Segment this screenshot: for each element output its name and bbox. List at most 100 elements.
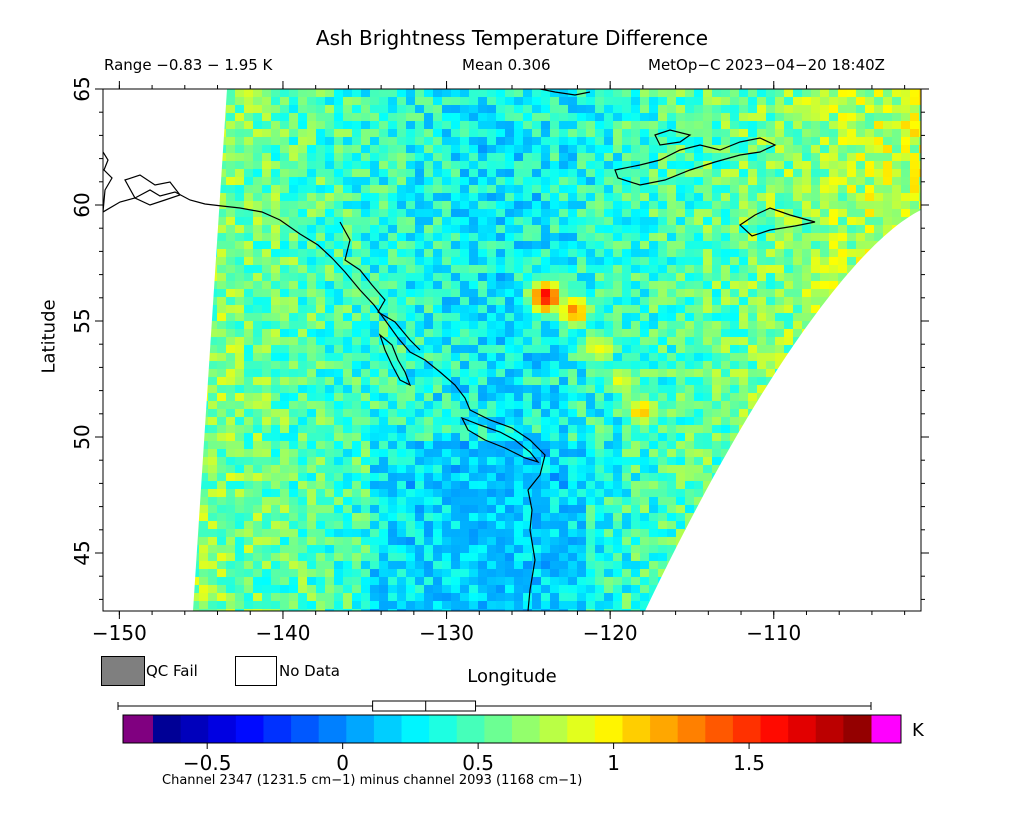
- heatmap-cell: [379, 89, 388, 97]
- heatmap-cell: [865, 481, 874, 489]
- heatmap-cell: [550, 297, 559, 305]
- heatmap-cell: [379, 153, 388, 161]
- heatmap-cell: [667, 393, 676, 401]
- heatmap-cell: [883, 153, 892, 161]
- heatmap-cell: [766, 465, 775, 473]
- heatmap-cell: [901, 521, 910, 529]
- heatmap-cell: [622, 169, 631, 177]
- heatmap-cell: [622, 329, 631, 337]
- heatmap-cell: [793, 233, 802, 241]
- heatmap-cell: [811, 321, 820, 329]
- heatmap-cell: [424, 137, 433, 145]
- heatmap-cell: [559, 353, 568, 361]
- heatmap-cell: [208, 417, 217, 425]
- heatmap-cell: [577, 329, 586, 337]
- heatmap-cell: [811, 497, 820, 505]
- heatmap-cell: [469, 161, 478, 169]
- heatmap-cell: [253, 185, 262, 193]
- heatmap-cell: [208, 185, 217, 193]
- heatmap-cell: [307, 209, 316, 217]
- heatmap-cell: [505, 113, 514, 121]
- heatmap-cell: [307, 417, 316, 425]
- heatmap-cell: [226, 481, 235, 489]
- heatmap-cell: [352, 313, 361, 321]
- heatmap-cell: [316, 193, 325, 201]
- heatmap-cell: [235, 265, 244, 273]
- heatmap-cell: [838, 521, 847, 529]
- heatmap-cell: [415, 113, 424, 121]
- heatmap-cell: [595, 233, 604, 241]
- heatmap-cell: [271, 369, 280, 377]
- heatmap-cell: [775, 201, 784, 209]
- heatmap-cell: [910, 441, 919, 449]
- heatmap-cell: [613, 305, 622, 313]
- no-data-swatch: [235, 656, 277, 686]
- heatmap-cell: [514, 113, 523, 121]
- heatmap-cell: [370, 209, 379, 217]
- heatmap-cell: [757, 489, 766, 497]
- heatmap-cell: [667, 481, 676, 489]
- heatmap-cell: [838, 121, 847, 129]
- heatmap-cell: [586, 329, 595, 337]
- heatmap-cell: [424, 209, 433, 217]
- heatmap-cell: [586, 321, 595, 329]
- heatmap-cell: [451, 257, 460, 265]
- heatmap-cell: [271, 121, 280, 129]
- heatmap-cell: [712, 497, 721, 505]
- heatmap-cell: [820, 145, 829, 153]
- heatmap-cell: [379, 473, 388, 481]
- heatmap-cell: [208, 537, 217, 545]
- heatmap-cell: [919, 193, 921, 201]
- heatmap-cell: [748, 97, 757, 105]
- heatmap-cell: [451, 361, 460, 369]
- heatmap-cell: [649, 329, 658, 337]
- heatmap-cell: [919, 265, 921, 273]
- heatmap-cell: [703, 169, 712, 177]
- heatmap-cell: [550, 273, 559, 281]
- heatmap-cell: [811, 249, 820, 257]
- heatmap-cell: [793, 497, 802, 505]
- heatmap-cell: [406, 473, 415, 481]
- heatmap-cell: [874, 273, 883, 281]
- heatmap-cell: [235, 401, 244, 409]
- heatmap-cell: [550, 441, 559, 449]
- heatmap-cell: [595, 273, 604, 281]
- heatmap-cell: [883, 249, 892, 257]
- heatmap-cell: [874, 321, 883, 329]
- heatmap-cell: [568, 225, 577, 233]
- heatmap-cell: [874, 257, 883, 265]
- heatmap-cell: [217, 337, 226, 345]
- heatmap-cell: [865, 385, 874, 393]
- heatmap-cell: [235, 449, 244, 457]
- heatmap-cell: [343, 385, 352, 393]
- heatmap-cell: [577, 105, 586, 113]
- heatmap-cell: [541, 217, 550, 225]
- heatmap-cell: [685, 433, 694, 441]
- heatmap-cell: [298, 185, 307, 193]
- heatmap-cell: [820, 417, 829, 425]
- heatmap-cell: [838, 145, 847, 153]
- heatmap-cell: [325, 129, 334, 137]
- heatmap-cell: [487, 169, 496, 177]
- heatmap-cell: [451, 345, 460, 353]
- heatmap-cell: [217, 297, 226, 305]
- heatmap-cell: [865, 145, 874, 153]
- heatmap-cell: [361, 129, 370, 137]
- heatmap-cell: [235, 457, 244, 465]
- heatmap-cell: [577, 233, 586, 241]
- heatmap-cell: [802, 545, 811, 553]
- heatmap-cell: [514, 449, 523, 457]
- heatmap-cell: [334, 129, 343, 137]
- heatmap-cell: [901, 505, 910, 513]
- heatmap-cell: [892, 185, 901, 193]
- heatmap-cell: [820, 289, 829, 297]
- heatmap-cell: [244, 185, 253, 193]
- heatmap-cell: [253, 561, 262, 569]
- heatmap-cell: [865, 201, 874, 209]
- heatmap-cell: [577, 537, 586, 545]
- heatmap-cell: [397, 569, 406, 577]
- heatmap-cell: [595, 209, 604, 217]
- heatmap-cell: [460, 369, 469, 377]
- heatmap-cell: [469, 537, 478, 545]
- heatmap-cell: [865, 273, 874, 281]
